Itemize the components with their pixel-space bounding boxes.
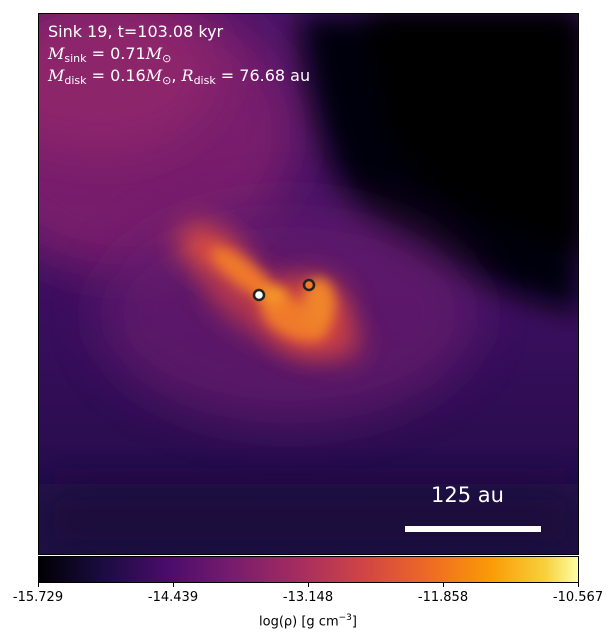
colorbar-tick-1	[173, 583, 174, 587]
sink-time-label: Sink 19, t=103.08 kyr	[48, 22, 224, 41]
colorbar-ticklabel-4: -10.567	[552, 590, 604, 605]
colorbar-tick-0	[38, 583, 39, 587]
primary-sink-marker	[252, 288, 266, 302]
colorbar-ticklabel-3: -11.858	[417, 590, 469, 605]
colorbar-ticklabel-2: -13.148	[282, 590, 334, 605]
density-field	[39, 14, 578, 554]
colorbar-ticklabel-0: -15.729	[12, 590, 64, 605]
colorbar-tick-2	[308, 583, 309, 587]
colorbar	[38, 556, 579, 583]
scalebar-line	[405, 526, 541, 532]
sink-markers	[252, 278, 316, 302]
secondary-sink-marker	[302, 278, 316, 292]
scalebar-label: 125 au	[431, 483, 504, 507]
colorbar-tick-3	[443, 583, 444, 587]
density-map: Sink 19, t=103.08 kyr Msink = 0.71M⊙ Mdi…	[38, 13, 579, 555]
colorbar-label: log(ρ) [g cm−3]	[259, 613, 357, 630]
colorbar-ticklabel-1: -14.439	[147, 590, 199, 605]
sink-mass-label: Msink = 0.71M⊙	[48, 44, 172, 65]
colorbar-tick-4	[578, 583, 579, 587]
disk-properties-label: Mdisk = 0.16M⊙, Rdisk = 76.68 au	[48, 66, 311, 87]
